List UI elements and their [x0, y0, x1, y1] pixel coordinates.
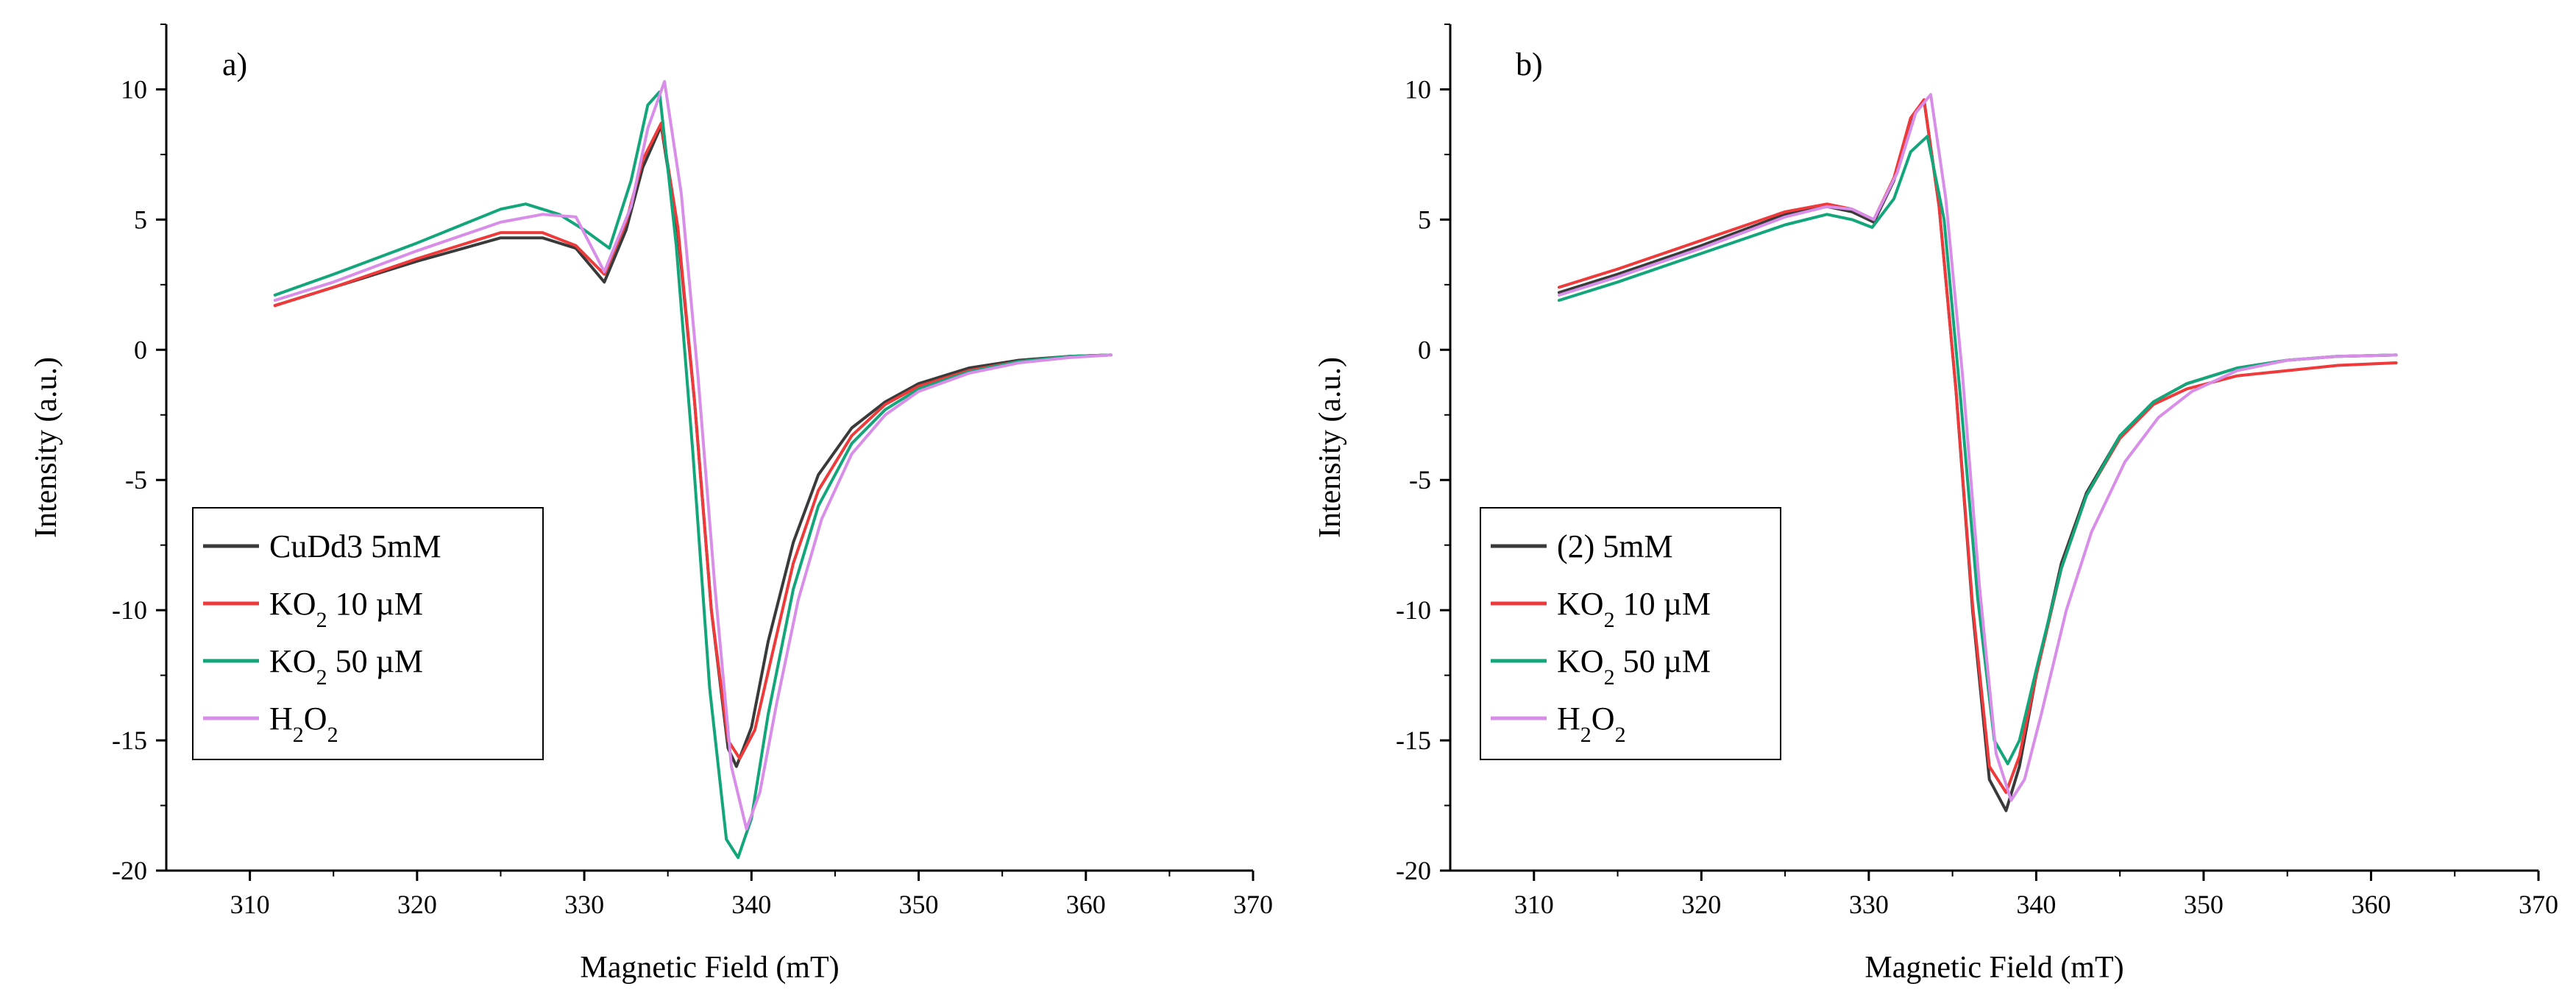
legend-entry: KO2 10 µM: [1557, 586, 1711, 632]
panel-a: 310 320 330 340 350 360 370 10 5 0 -5 -10 -15 -20 Magn…: [29, 24, 1273, 985]
series-line: [273, 91, 1113, 860]
series-line: [1557, 93, 2398, 802]
y-tick-label: -15: [1396, 726, 1431, 755]
x-tick-label: 320: [397, 890, 437, 919]
x-tick-label: 370: [2519, 890, 2558, 919]
x-tick-label: 310: [1514, 890, 1554, 919]
x-tick-label: 330: [1849, 890, 1889, 919]
legend-entry: KO2 50 µM: [1557, 643, 1711, 690]
y-axis-label: Intensity (a.u.): [29, 357, 63, 538]
x-tick-label: 330: [564, 890, 604, 919]
series-line: [273, 79, 1113, 831]
x-tick-label: 320: [1681, 890, 1721, 919]
x-tick-label: 310: [230, 890, 270, 919]
y-tick-label: -20: [1396, 856, 1431, 885]
panel-label: b): [1516, 46, 1543, 82]
x-tick-label: 340: [2016, 890, 2056, 919]
x-axis-label: Magnetic Field (mT): [580, 951, 839, 985]
y-axis-label: Intensity (a.u.): [1313, 357, 1347, 538]
x-tick-label: 350: [899, 890, 939, 919]
legend-entry: H2O2: [269, 701, 338, 747]
legend-entry: CuDd3 5mM: [269, 528, 441, 564]
y-tick-label: -20: [112, 856, 147, 885]
x-tick-label: 370: [1233, 890, 1273, 919]
x-tick-label: 360: [1066, 890, 1106, 919]
y-tick-label: -5: [125, 465, 147, 495]
y-tick-label: 0: [1418, 335, 1431, 364]
legend-entry: KO2 50 µM: [269, 643, 423, 690]
y-tick-label: -10: [1396, 595, 1431, 625]
x-axis-label: Magnetic Field (mT): [1864, 951, 2123, 985]
panel-b: 310 320 330 340 350 360 370 10 5 0 -5 -10 -15 -20 Magn…: [1313, 24, 2558, 985]
series-line: [1557, 135, 2398, 765]
y-tick-label: 0: [134, 335, 147, 364]
y-tick-label: 5: [134, 205, 147, 234]
y-tick-label: 5: [1418, 205, 1431, 234]
y-tick-label: -15: [112, 726, 147, 755]
legend-entry: (2) 5mM: [1557, 528, 1673, 564]
series-line: [1557, 98, 2398, 794]
panel-label: a): [222, 46, 247, 82]
legend-entry: H2O2: [1557, 701, 1626, 747]
x-tick-label: 360: [2351, 890, 2391, 919]
y-tick-label: -10: [112, 595, 147, 625]
legend-entry: KO2 10 µM: [269, 586, 423, 632]
y-tick-label: 10: [121, 74, 147, 104]
y-tick-label: -5: [1409, 465, 1431, 495]
series-line: [273, 121, 1113, 760]
legend-box: [1480, 507, 1781, 760]
x-tick-label: 350: [2184, 890, 2224, 919]
x-tick-label: 340: [731, 890, 771, 919]
y-tick-label: 10: [1405, 74, 1431, 104]
